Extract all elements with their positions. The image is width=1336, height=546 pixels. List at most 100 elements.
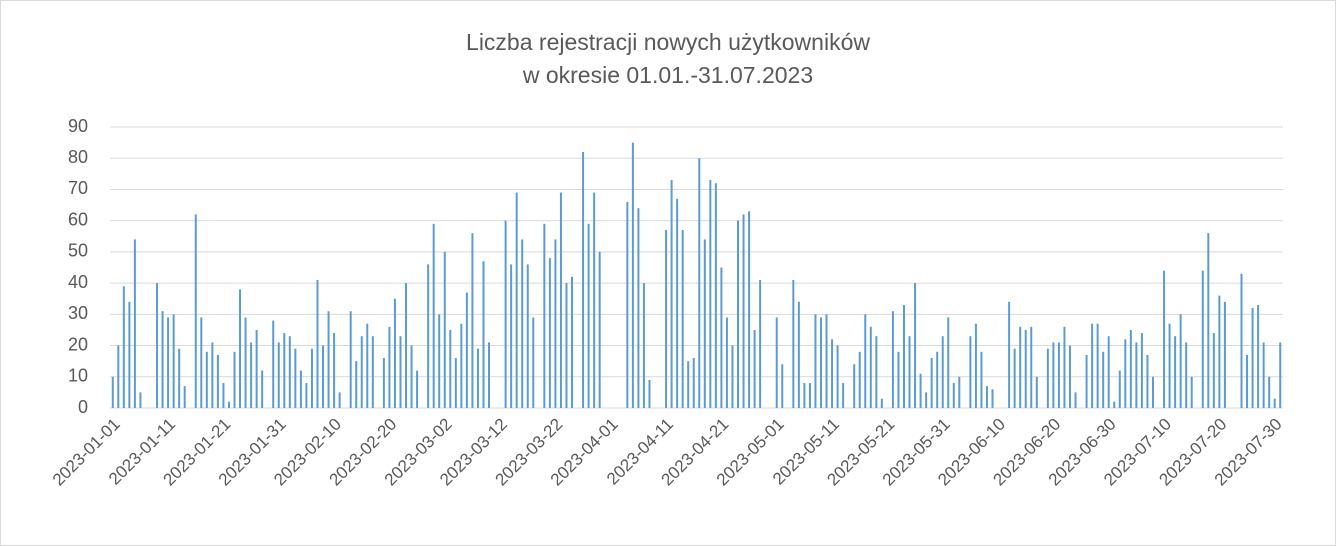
bar bbox=[1085, 354, 1088, 408]
bar bbox=[880, 398, 883, 408]
bar bbox=[858, 351, 861, 408]
bar bbox=[941, 336, 944, 408]
bar bbox=[1262, 342, 1265, 408]
y-tick-label: 80 bbox=[68, 147, 88, 167]
bar bbox=[156, 283, 159, 408]
bar bbox=[985, 386, 988, 408]
bar bbox=[1163, 270, 1166, 408]
bar bbox=[1257, 304, 1260, 408]
bar bbox=[1151, 376, 1154, 408]
bar bbox=[117, 345, 120, 408]
bar bbox=[797, 301, 800, 408]
bar bbox=[631, 142, 634, 408]
bar bbox=[382, 358, 385, 408]
bar bbox=[543, 223, 546, 408]
bar bbox=[831, 339, 834, 408]
bar bbox=[349, 311, 352, 408]
bar bbox=[161, 311, 164, 408]
bar bbox=[327, 311, 330, 408]
bar bbox=[250, 342, 253, 408]
bar bbox=[1124, 339, 1127, 408]
bar bbox=[974, 323, 977, 408]
bar bbox=[1268, 376, 1271, 408]
bar bbox=[277, 342, 280, 408]
bar bbox=[709, 180, 712, 408]
bar bbox=[133, 239, 136, 408]
bar bbox=[642, 283, 645, 408]
bar bbox=[504, 220, 507, 408]
bar bbox=[1201, 270, 1204, 408]
bar bbox=[460, 323, 463, 408]
bar bbox=[200, 317, 203, 408]
bar bbox=[272, 320, 275, 408]
bar bbox=[1118, 370, 1121, 408]
bar bbox=[305, 383, 308, 408]
bar bbox=[626, 201, 629, 408]
bar bbox=[488, 342, 491, 408]
bar bbox=[1057, 342, 1060, 408]
bar bbox=[1024, 329, 1027, 408]
bar bbox=[288, 336, 291, 408]
bar bbox=[1068, 345, 1071, 408]
bar bbox=[338, 392, 341, 408]
bar bbox=[582, 151, 585, 408]
bar bbox=[759, 279, 762, 408]
bar bbox=[405, 283, 408, 408]
bar bbox=[980, 351, 983, 408]
bar bbox=[681, 230, 684, 408]
bar bbox=[294, 348, 297, 408]
bar bbox=[183, 386, 186, 408]
bar bbox=[836, 345, 839, 408]
bar bbox=[427, 264, 430, 408]
y-tick-label: 10 bbox=[68, 366, 88, 386]
bar bbox=[1030, 326, 1033, 408]
y-tick-label: 50 bbox=[68, 241, 88, 261]
bar bbox=[842, 383, 845, 408]
bar bbox=[952, 383, 955, 408]
bar bbox=[753, 329, 756, 408]
bar bbox=[891, 311, 894, 408]
bar bbox=[476, 348, 479, 408]
bar bbox=[1223, 301, 1226, 408]
y-tick-label: 70 bbox=[68, 178, 88, 198]
bar bbox=[526, 264, 529, 408]
bar bbox=[1008, 301, 1011, 408]
bar bbox=[111, 376, 114, 408]
bar bbox=[869, 326, 872, 408]
bar bbox=[360, 336, 363, 408]
bar bbox=[742, 214, 745, 408]
bar bbox=[991, 389, 994, 408]
bar bbox=[864, 314, 867, 408]
bar bbox=[598, 251, 601, 408]
bar bbox=[244, 317, 247, 408]
bar bbox=[781, 364, 784, 408]
bar bbox=[194, 214, 197, 408]
chart-title: Liczba rejestracji nowych użytkowników bbox=[466, 29, 870, 55]
bar bbox=[255, 329, 258, 408]
bar bbox=[1074, 392, 1077, 408]
bar bbox=[825, 314, 828, 408]
bar bbox=[233, 351, 236, 408]
bar bbox=[736, 220, 739, 408]
bar bbox=[1046, 348, 1049, 408]
bar bbox=[178, 348, 181, 408]
bar bbox=[670, 180, 673, 408]
bar bbox=[908, 336, 911, 408]
bar bbox=[969, 336, 972, 408]
bar bbox=[731, 345, 734, 408]
bar bbox=[222, 383, 225, 408]
bar bbox=[593, 192, 596, 408]
bar bbox=[914, 283, 917, 408]
bar bbox=[205, 351, 208, 408]
bar bbox=[521, 239, 524, 408]
bar bbox=[1207, 233, 1210, 408]
bar bbox=[1129, 329, 1132, 408]
bar bbox=[565, 283, 568, 408]
bar bbox=[1279, 342, 1282, 408]
bar bbox=[310, 348, 313, 408]
bar bbox=[216, 354, 219, 408]
bar bbox=[748, 211, 751, 408]
bar bbox=[1190, 376, 1193, 408]
bar bbox=[366, 323, 369, 408]
